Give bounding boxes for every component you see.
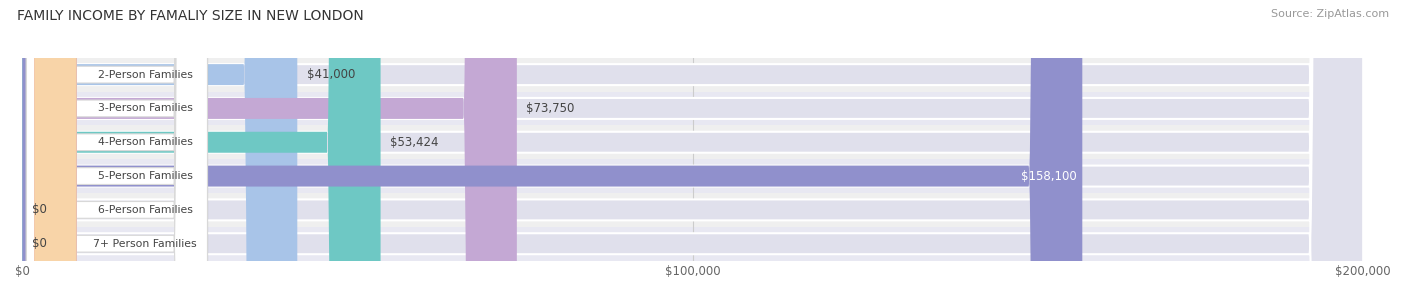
Bar: [22, 193, 1364, 227]
FancyBboxPatch shape: [27, 0, 208, 305]
Bar: [22, 227, 1364, 261]
Circle shape: [35, 0, 76, 305]
Text: 5-Person Families: 5-Person Families: [97, 171, 193, 181]
FancyBboxPatch shape: [27, 0, 208, 305]
Circle shape: [35, 0, 76, 305]
FancyBboxPatch shape: [22, 0, 1364, 305]
FancyBboxPatch shape: [22, 0, 1364, 305]
FancyBboxPatch shape: [22, 0, 297, 305]
FancyBboxPatch shape: [22, 0, 1364, 305]
FancyBboxPatch shape: [22, 0, 381, 305]
Text: $0: $0: [32, 203, 46, 217]
FancyBboxPatch shape: [27, 0, 208, 305]
Bar: [22, 125, 1364, 159]
FancyBboxPatch shape: [27, 0, 208, 305]
Text: 4-Person Families: 4-Person Families: [97, 137, 193, 147]
Text: 2-Person Families: 2-Person Families: [97, 70, 193, 80]
Text: 6-Person Families: 6-Person Families: [97, 205, 193, 215]
FancyBboxPatch shape: [22, 0, 1364, 305]
Bar: [22, 58, 1364, 92]
Circle shape: [35, 0, 76, 305]
Text: $0: $0: [32, 237, 46, 250]
Text: $41,000: $41,000: [307, 68, 356, 81]
Text: $158,100: $158,100: [1021, 170, 1077, 183]
FancyBboxPatch shape: [22, 0, 1364, 305]
FancyBboxPatch shape: [22, 0, 517, 305]
FancyBboxPatch shape: [22, 0, 1364, 305]
Text: 3-Person Families: 3-Person Families: [97, 103, 193, 113]
Text: FAMILY INCOME BY FAMALIY SIZE IN NEW LONDON: FAMILY INCOME BY FAMALIY SIZE IN NEW LON…: [17, 9, 364, 23]
FancyBboxPatch shape: [27, 0, 208, 305]
Text: $53,424: $53,424: [389, 136, 439, 149]
Text: Source: ZipAtlas.com: Source: ZipAtlas.com: [1271, 9, 1389, 19]
FancyBboxPatch shape: [27, 0, 208, 305]
FancyBboxPatch shape: [22, 0, 1083, 305]
Circle shape: [35, 0, 76, 305]
Bar: [22, 92, 1364, 125]
Text: $73,750: $73,750: [526, 102, 575, 115]
Text: 7+ Person Families: 7+ Person Families: [93, 239, 197, 249]
Bar: [22, 159, 1364, 193]
Circle shape: [35, 0, 76, 305]
Circle shape: [35, 0, 76, 305]
